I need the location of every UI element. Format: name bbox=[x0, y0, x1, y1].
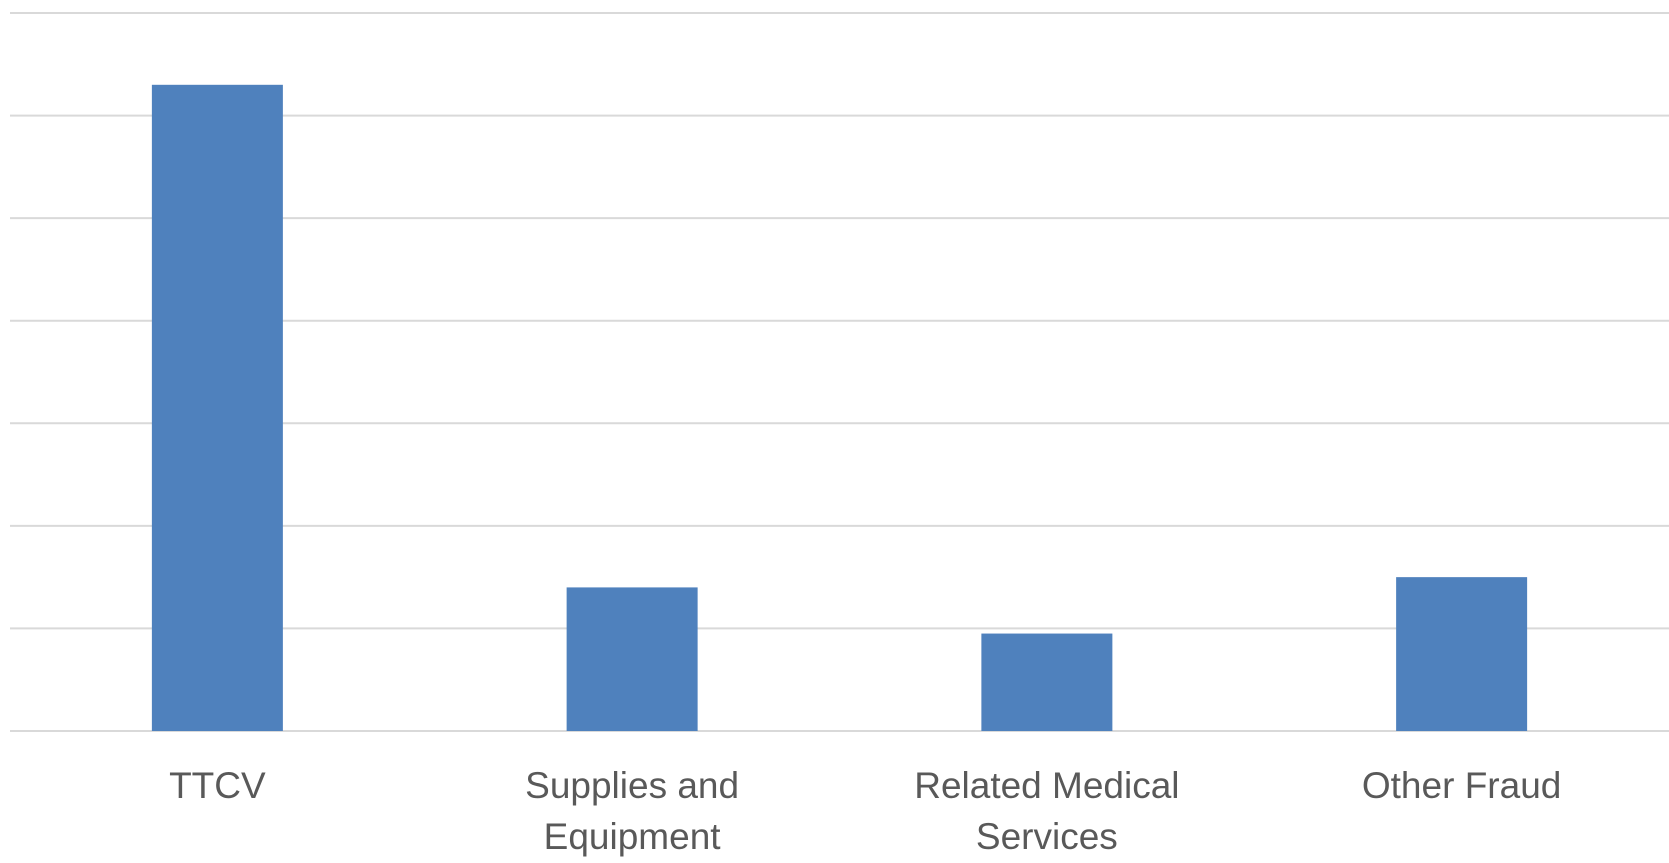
x-tick-label: Supplies and Equipment bbox=[525, 765, 739, 857]
x-tick-label: TTCV bbox=[169, 765, 266, 806]
bar bbox=[151, 84, 283, 732]
x-tick-label-line: TTCV bbox=[169, 765, 266, 806]
x-tick-label: Related Medical Services bbox=[914, 765, 1179, 857]
x-tick-label-line: Supplies and bbox=[525, 765, 739, 806]
x-axis-labels: TTCV Supplies and Equipment Related Medical… bbox=[169, 765, 1561, 857]
x-tick-label-line: Services bbox=[976, 816, 1118, 857]
bar bbox=[1396, 577, 1528, 731]
x-tick-label: Other Fraud bbox=[1362, 765, 1561, 806]
gridlines bbox=[10, 12, 1669, 732]
x-tick-label-line: Other Fraud bbox=[1362, 765, 1561, 806]
x-tick-label-line: Equipment bbox=[544, 816, 722, 857]
bar bbox=[566, 587, 698, 731]
bars bbox=[151, 84, 1528, 732]
x-tick-label-line: Related Medical bbox=[914, 765, 1179, 806]
bar bbox=[981, 633, 1113, 731]
